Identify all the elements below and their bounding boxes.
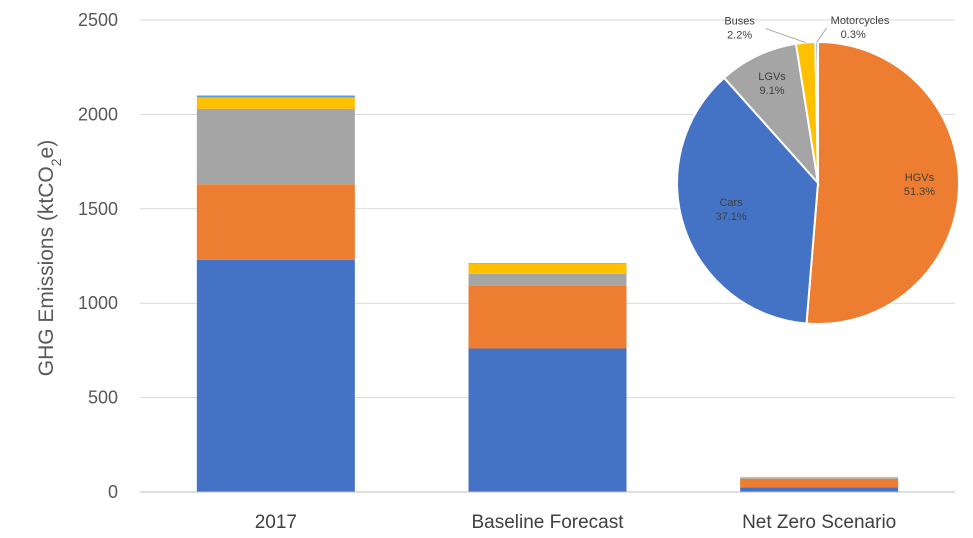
pie-slice xyxy=(722,42,820,187)
y-axis-label: GHG Emissions (ktCO2e) xyxy=(35,140,64,377)
bar-segment xyxy=(468,263,627,264)
pie-slice-label: Motorcycles xyxy=(831,15,890,27)
x-category-label: Net Zero Scenario xyxy=(742,512,896,533)
pie-labels: HGVs 51.3% Cars 37.1% LGVs 9.1% Buses 2.2% Motor… xyxy=(716,15,936,223)
y-tick-label: 2000 xyxy=(78,104,118,124)
bar-segment xyxy=(196,97,355,109)
y-tick-label: 2500 xyxy=(78,10,118,30)
bar-segment xyxy=(468,273,627,286)
stacked-bars xyxy=(196,95,899,492)
bar-segment xyxy=(468,285,627,349)
pie-leader-line xyxy=(765,28,806,44)
pie-slice-label: Cars xyxy=(719,197,743,209)
pie-slice-label: LGVs xyxy=(758,71,786,83)
bar-segment xyxy=(740,487,899,492)
bar-segment xyxy=(468,263,627,274)
bar-segment xyxy=(740,478,899,488)
pie-slice-percent: 37.1% xyxy=(716,211,747,223)
y-tick-label: 1500 xyxy=(78,199,118,219)
pie-slice-percent: 2.2% xyxy=(727,30,752,42)
bar-segment xyxy=(196,184,355,260)
bar-segment xyxy=(740,476,899,478)
x-axis-categories: 2017 Baseline Forecast Net Zero Scenario xyxy=(255,512,897,533)
pie-leader-line xyxy=(816,27,828,43)
pie-slice-label: HGVs xyxy=(905,172,935,184)
x-category-label: Baseline Forecast xyxy=(471,512,624,533)
bar-segment xyxy=(468,348,627,492)
pie-slice-percent: 0.3% xyxy=(841,29,866,41)
y-axis-ticks: 0 500 1000 1500 2000 2500 xyxy=(78,10,118,502)
pie-chart xyxy=(676,40,960,325)
bar-segment xyxy=(196,259,355,492)
bar-segment xyxy=(196,108,355,185)
x-category-label: 2017 xyxy=(255,512,297,533)
pie-slice-percent: 51.3% xyxy=(904,186,935,198)
y-axis-label-main: GHG Emissions (ktCO xyxy=(35,166,58,376)
pie-slice xyxy=(814,40,819,184)
pie-slice xyxy=(676,76,820,325)
y-tick-label: 1000 xyxy=(78,293,118,313)
pie-slice xyxy=(805,40,960,325)
y-axis-label-subscript: 2 xyxy=(48,158,64,166)
bar-segment xyxy=(740,477,899,479)
y-tick-label: 500 xyxy=(88,388,118,408)
bar-segment xyxy=(196,95,355,98)
y-axis-label-end: e) xyxy=(35,140,58,159)
pie-slice-percent: 9.1% xyxy=(760,85,785,97)
y-tick-label: 0 xyxy=(108,482,118,502)
pie-slice-label: Buses xyxy=(724,16,755,28)
